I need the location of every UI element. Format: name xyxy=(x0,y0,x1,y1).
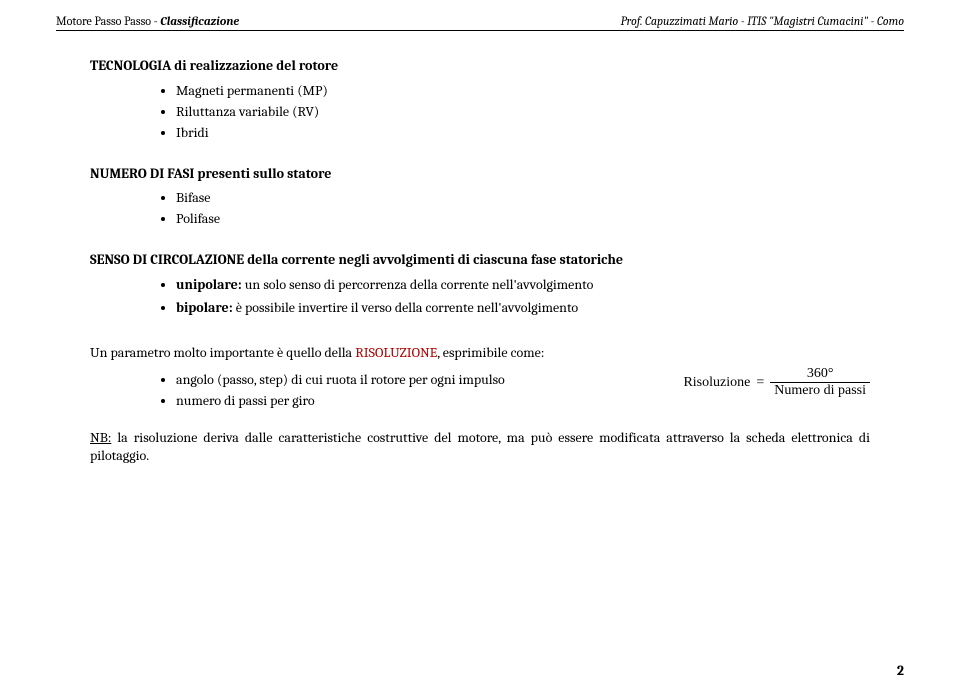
content: TECNOLOGIA di realizzazione del rotore M… xyxy=(56,57,904,466)
intro-red: RISOLUZIONE xyxy=(355,344,437,361)
list-item: unipolare: un solo senso di percorrenza … xyxy=(176,276,904,295)
nb-note: NB: la risoluzione deriva dalle caratter… xyxy=(90,429,870,467)
section-tecnologia-list: Magneti permanenti (MP) Riluttanza varia… xyxy=(56,82,904,143)
formula-eq: = xyxy=(756,374,764,393)
risoluzione-intro: Un parametro molto importante è quello d… xyxy=(90,344,870,363)
header-classification: Classificazione xyxy=(160,14,239,28)
section-fasi-title: NUMERO DI FASI presenti sullo statore xyxy=(90,165,904,184)
nb-label: NB: xyxy=(90,429,111,446)
list-item: Magneti permanenti (MP) xyxy=(176,82,904,101)
formula-denominator: Numero di passi xyxy=(770,384,870,399)
section-fasi-list: Bifase Polifase xyxy=(56,189,904,229)
risoluzione-formula: Risoluzione = 360° Numero di passi xyxy=(683,367,870,399)
list-item: Polifase xyxy=(176,210,904,229)
intro-pre: Un parametro molto importante è quello d… xyxy=(90,344,355,361)
page: Motore Passo Passo - Classificazione Pro… xyxy=(0,0,960,693)
section-senso-list: unipolare: un solo senso di percorrenza … xyxy=(56,276,904,318)
header-topic: Motore Passo Passo xyxy=(56,14,151,28)
section-tecnologia-title: TECNOLOGIA di realizzazione del rotore xyxy=(90,57,904,76)
page-header: Motore Passo Passo - Classificazione Pro… xyxy=(56,14,904,31)
header-sep: - xyxy=(151,14,160,28)
page-number: 2 xyxy=(897,662,904,679)
section-senso-title: SENSO DI CIRCOLAZIONE della corrente neg… xyxy=(90,251,904,270)
nb-text: la risoluzione deriva dalle caratteristi… xyxy=(90,429,870,465)
risoluzione-row: angolo (passo, step) di cui ruota il rot… xyxy=(90,369,870,413)
header-right: Prof. Capuzzimati Mario - ITIS "Magistri… xyxy=(621,14,904,28)
risoluzione-bullets: angolo (passo, step) di cui ruota il rot… xyxy=(90,369,655,413)
list-item: numero di passi per giro xyxy=(176,392,655,411)
header-left: Motore Passo Passo - Classificazione xyxy=(56,14,239,28)
list-item: Riluttanza variabile (RV) xyxy=(176,103,904,122)
item-label: unipolare: xyxy=(176,276,242,293)
intro-post: , esprimibile come: xyxy=(437,344,544,361)
item-label: bipolare: xyxy=(176,299,233,316)
list-item: Ibridi xyxy=(176,124,904,143)
item-text: un solo senso di percorrenza della corre… xyxy=(242,276,594,293)
formula-fraction: 360° Numero di passi xyxy=(770,367,870,399)
formula-numerator: 360° xyxy=(803,367,838,382)
list-item: angolo (passo, step) di cui ruota il rot… xyxy=(176,371,655,390)
item-text: è possibile invertire il verso della cor… xyxy=(233,299,578,316)
list-item: Bifase xyxy=(176,189,904,208)
formula-lhs: Risoluzione xyxy=(683,374,750,393)
risoluzione-block: Un parametro molto importante è quello d… xyxy=(90,344,870,413)
list-item: bipolare: è possibile invertire il verso… xyxy=(176,299,904,318)
